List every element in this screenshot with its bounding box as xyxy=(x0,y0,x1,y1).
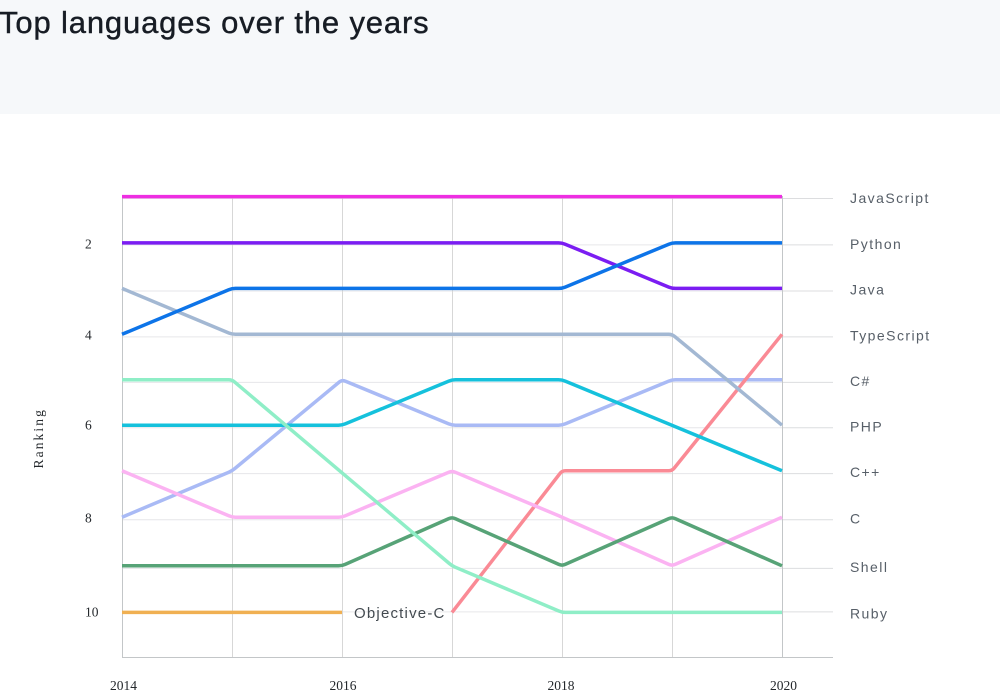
svg-text:6: 6 xyxy=(85,418,92,433)
svg-text:Objective-C: Objective-C xyxy=(354,605,446,622)
svg-text:Ruby: Ruby xyxy=(850,606,888,622)
svg-text:8: 8 xyxy=(85,511,92,526)
svg-text:TypeScript: TypeScript xyxy=(850,328,931,344)
svg-text:C++: C++ xyxy=(850,464,881,480)
svg-text:C#: C# xyxy=(850,373,871,389)
svg-text:10: 10 xyxy=(85,604,99,619)
svg-text:PHP: PHP xyxy=(850,419,883,435)
svg-text:Ranking: Ranking xyxy=(31,408,46,468)
svg-text:2018: 2018 xyxy=(548,678,575,692)
svg-text:JavaScript: JavaScript xyxy=(850,190,930,206)
svg-text:4: 4 xyxy=(85,328,92,343)
svg-text:Shell: Shell xyxy=(850,559,888,575)
svg-text:Java: Java xyxy=(850,282,885,298)
svg-text:C: C xyxy=(850,511,862,527)
svg-text:2016: 2016 xyxy=(330,678,357,692)
svg-text:2020: 2020 xyxy=(770,678,797,692)
svg-text:Python: Python xyxy=(850,236,902,252)
svg-text:2014: 2014 xyxy=(110,678,137,692)
svg-text:2: 2 xyxy=(85,236,92,251)
